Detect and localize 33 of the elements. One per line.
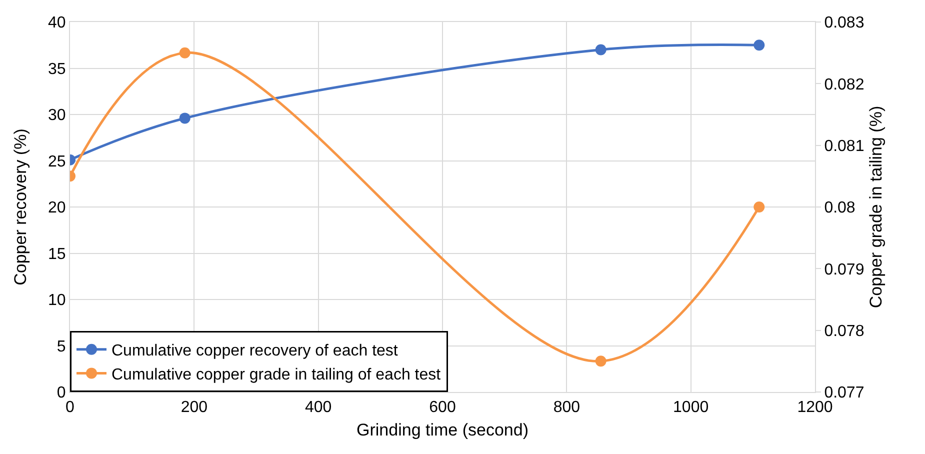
legend-label: Cumulative copper recovery of each test — [112, 342, 398, 360]
y-tick-label: 0 — [56, 384, 66, 402]
y-axis-title: Copper recovery (%) — [11, 128, 30, 286]
point — [754, 202, 765, 212]
y2-tick-label: 0.077 — [824, 384, 864, 402]
y-tick-label: 10 — [48, 292, 66, 310]
point — [595, 356, 606, 367]
y-tick-label: 15 — [48, 246, 66, 263]
y2-tick-label: 0.081 — [824, 138, 864, 155]
y-tick-label: 35 — [48, 60, 66, 78]
y2-tick-label: 0.078 — [824, 322, 864, 340]
y-tick-label: 20 — [48, 200, 66, 217]
point — [179, 47, 190, 58]
y2-tick-label: 0.082 — [824, 76, 864, 94]
y2-axis-title: Copper grade in tailing (%) — [866, 106, 886, 308]
y2-tick-label: 0.08 — [824, 200, 856, 217]
y-tick-label: 25 — [48, 153, 66, 170]
x-tick-label: 1000 — [673, 399, 709, 416]
x-tick-label: 400 — [304, 399, 332, 416]
y-tick-label: 30 — [48, 107, 66, 124]
x-tick-label: 600 — [429, 399, 456, 416]
y-tick-label: 40 — [48, 14, 66, 32]
y2-tick-label: 0.079 — [824, 261, 864, 278]
point — [595, 44, 606, 56]
point — [179, 112, 190, 124]
y-tick-label: 5 — [56, 338, 66, 356]
legend-label: Cumulative copper grade in tailing of each test — [112, 366, 442, 384]
x-axis-title: Grinding time (second) — [356, 420, 528, 440]
x-tick-label: 1200 — [797, 399, 833, 416]
x-tick-label: 200 — [180, 399, 208, 416]
point — [754, 40, 765, 51]
y2-tick-label: 0.083 — [824, 14, 864, 32]
x-tick-label: 800 — [553, 399, 580, 416]
